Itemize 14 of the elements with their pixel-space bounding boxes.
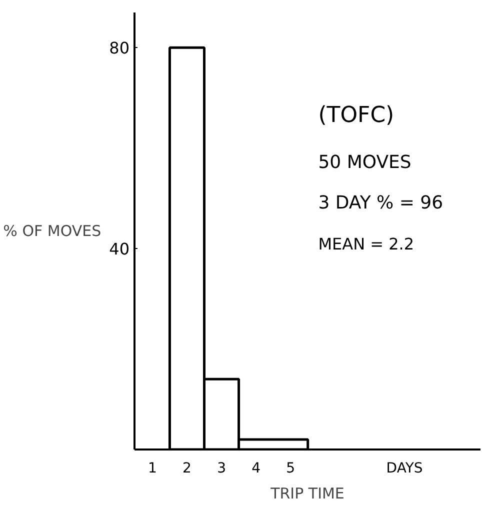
y-tick-label: 40 (109, 240, 130, 259)
annotation: (TOFC) (318, 103, 394, 128)
text: DAYS (386, 460, 423, 476)
y-tick-label: 80 (109, 38, 130, 58)
annotation: 50 MOVES (318, 152, 412, 174)
x-axis-title: TRIP TIME (270, 484, 344, 502)
x-tick-label: 3 (217, 460, 226, 476)
annotation: 3 DAY % = 96 (318, 192, 444, 214)
x-tick-label: 2 (182, 460, 192, 476)
x-tick-label: 1 (148, 460, 157, 476)
y-axis-title: % OF MOVES (3, 222, 102, 240)
x-tick-label: 5 (286, 460, 296, 476)
x-tick-label: 4 (252, 460, 261, 476)
annotation: MEAN = 2.2 (318, 234, 414, 254)
